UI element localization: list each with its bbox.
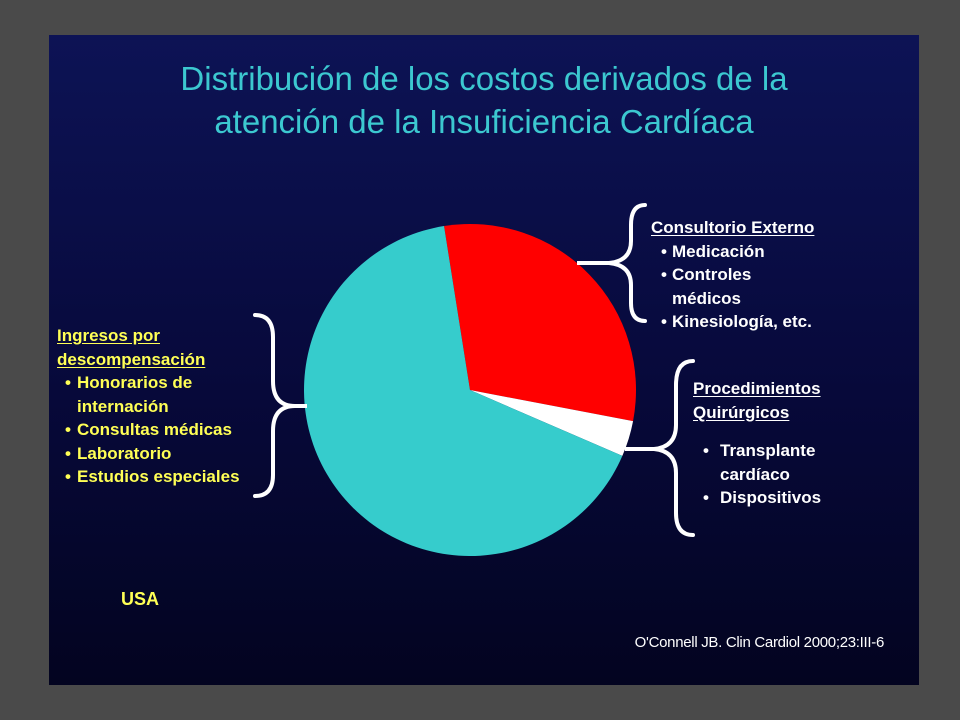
heading-line: Procedimientos <box>693 379 821 398</box>
group-procedimientos: Procedimientos Quirúrgicos Transplante c… <box>693 377 893 510</box>
group-ingresos: Ingresos por descompensación Honorarios … <box>57 324 297 489</box>
slide: Distribución de los costos derivados de … <box>49 35 919 685</box>
pie-slice-2 <box>470 390 634 456</box>
slide-title: Distribución de los costos derivados de … <box>49 57 919 143</box>
group-procedimientos-heading: Procedimientos Quirúrgicos <box>693 377 893 424</box>
list-item: Estudios especiales <box>57 465 297 489</box>
list-item: Controles médicos <box>651 263 777 310</box>
list-item: Medicación <box>651 240 881 264</box>
title-line-1: Distribución de los costos derivados de … <box>180 60 788 97</box>
pie-slices <box>304 223 637 556</box>
list-item: Honorarios de internación <box>57 371 237 418</box>
group-ingresos-heading: Ingresos por descompensación <box>57 324 297 371</box>
pie-slice-3 <box>304 226 623 556</box>
heading-line: Quirúrgicos <box>693 402 790 422</box>
list-item: Kinesiología, etc. <box>651 310 881 334</box>
list-item: Laboratorio <box>57 442 297 466</box>
top-right-brace <box>608 203 647 323</box>
list-item: Consultas médicas <box>57 418 297 442</box>
pie-chart <box>253 203 695 556</box>
citation: O'Connell JB. Clin Cardiol 2000;23:III-6 <box>634 634 885 651</box>
region-label: USA <box>121 589 160 609</box>
heading-line: Ingresos por <box>57 326 160 345</box>
pie-slice-1 <box>444 223 637 422</box>
group-consultorio-heading: Consultorio Externo <box>651 218 815 237</box>
list-item: Dispositivos <box>693 486 893 510</box>
title-line-2: atención de la Insuficiencia Cardíaca <box>214 103 754 140</box>
bottom-right-brace <box>653 359 695 537</box>
heading-line: descompensación <box>57 349 206 369</box>
group-consultorio: Consultorio Externo Medicación Controles… <box>651 216 881 334</box>
list-item: Transplante cardíaco <box>693 439 835 486</box>
